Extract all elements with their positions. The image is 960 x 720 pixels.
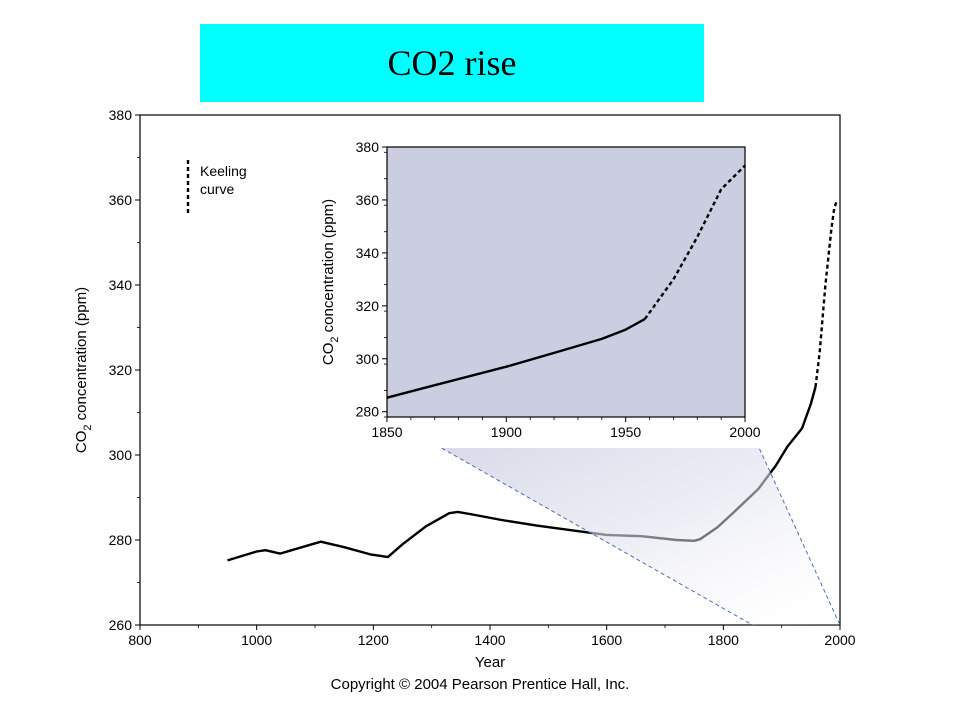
legend-keeling-label: curve [200, 181, 234, 197]
inset-y-tick-label: 280 [356, 404, 380, 420]
main-x-tick-label: 1600 [591, 632, 622, 648]
main-x-tick-label: 1800 [708, 632, 739, 648]
inset-x-tick-label: 1850 [371, 424, 402, 440]
main-y-tick-label: 380 [109, 107, 133, 123]
inset-y-tick-label: 320 [356, 298, 380, 314]
main-x-tick-label: 1000 [241, 632, 272, 648]
main-y-tick-label: 300 [109, 447, 133, 463]
inset-x-tick-label: 1950 [610, 424, 641, 440]
main-y-tick-label: 340 [109, 277, 133, 293]
inset-x-tick-label: 1900 [491, 424, 522, 440]
main-chart: 800 1000 1200 1400 1600 1800 2000 260 280 300 320 3… [73, 107, 856, 671]
main-series-line-keeling [814, 199, 839, 388]
main-x-tick-label: 800 [128, 632, 152, 648]
inset-series-line-keeling [643, 164, 746, 320]
main-y-tick-label: 280 [109, 532, 133, 548]
inset-callout [386, 416, 841, 626]
inset-y-tick-label: 380 [356, 139, 380, 155]
inset-y-tick-label: 340 [356, 245, 380, 261]
main-x-tick-label: 2000 [824, 632, 855, 648]
callout-line-right [744, 416, 841, 626]
main-x-axis-title: Year [475, 654, 505, 671]
inset-x-tick-label: 2000 [729, 424, 760, 440]
main-y-tick-label: 320 [109, 362, 133, 378]
inset-y-tick-label: 300 [356, 351, 380, 367]
inset-y-tick-label: 360 [356, 192, 380, 208]
callout-line-left [386, 416, 753, 626]
callout-shading [387, 417, 840, 625]
title-banner: CO2 rise [200, 24, 704, 102]
main-x-tick-label: 1400 [474, 632, 505, 648]
main-y-tick-label: 260 [109, 617, 133, 633]
inset-series-line-record [386, 318, 646, 399]
copyright-notice: Copyright © 2004 Pearson Prentice Hall, … [330, 676, 630, 693]
main-x-tick-label: 1200 [358, 632, 389, 648]
legend-keeling-label: Keeling [200, 163, 247, 179]
inset-chart: 1850 1900 1950 2000 280 300 320 340 360 380 CO2 co… [300, 130, 770, 448]
main-y-tick-label: 360 [109, 192, 133, 208]
inset-plot-frame [386, 146, 746, 418]
main-y-axis-title: CO2 concentration (ppm) [73, 287, 94, 453]
inset-y-axis-title: CO2 concentration (ppm) [320, 199, 341, 365]
chart-title: CO2 rise [387, 43, 517, 83]
